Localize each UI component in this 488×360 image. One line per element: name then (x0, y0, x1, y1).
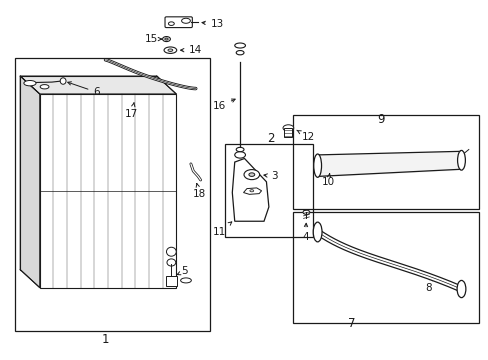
Ellipse shape (166, 259, 175, 266)
Text: 4: 4 (302, 223, 308, 242)
Text: 10: 10 (321, 174, 334, 187)
Text: 17: 17 (125, 103, 138, 119)
Ellipse shape (313, 222, 322, 242)
Text: 13: 13 (202, 19, 223, 29)
Ellipse shape (234, 152, 245, 158)
Text: 3: 3 (264, 171, 277, 181)
Ellipse shape (164, 38, 168, 40)
Ellipse shape (236, 50, 244, 55)
Text: 9: 9 (377, 113, 384, 126)
Ellipse shape (167, 49, 172, 51)
Ellipse shape (40, 85, 49, 89)
Text: 5: 5 (177, 266, 187, 276)
Ellipse shape (313, 154, 321, 177)
Bar (40, 94, 176, 288)
Text: 18: 18 (193, 184, 206, 199)
Ellipse shape (244, 170, 259, 180)
Polygon shape (243, 188, 261, 194)
Polygon shape (232, 158, 268, 221)
Ellipse shape (457, 150, 465, 170)
Ellipse shape (162, 37, 170, 41)
Polygon shape (20, 76, 40, 288)
Bar (293, 116, 478, 209)
Polygon shape (20, 76, 176, 94)
Ellipse shape (234, 43, 245, 48)
Ellipse shape (303, 210, 309, 215)
Ellipse shape (60, 78, 66, 84)
Text: 11: 11 (212, 222, 231, 237)
Ellipse shape (181, 18, 190, 23)
Ellipse shape (168, 22, 174, 26)
FancyBboxPatch shape (164, 17, 192, 28)
Ellipse shape (166, 247, 176, 256)
Bar (165, 276, 177, 286)
Text: 12: 12 (296, 130, 315, 142)
Text: 7: 7 (347, 317, 355, 330)
Text: 16: 16 (212, 99, 235, 112)
Text: 14: 14 (180, 45, 201, 55)
Text: 8: 8 (424, 277, 431, 293)
Ellipse shape (163, 47, 176, 53)
Text: 15: 15 (144, 34, 161, 44)
Bar (293, 212, 478, 323)
Ellipse shape (283, 125, 293, 131)
Bar (284, 128, 292, 137)
Ellipse shape (236, 147, 244, 152)
Ellipse shape (248, 173, 254, 176)
Text: 2: 2 (267, 132, 275, 145)
Text: 1: 1 (102, 333, 109, 346)
Ellipse shape (249, 190, 253, 192)
Ellipse shape (180, 278, 191, 283)
Ellipse shape (456, 280, 465, 298)
Text: 6: 6 (68, 82, 100, 97)
Bar (15, 58, 210, 330)
Ellipse shape (24, 81, 36, 86)
Bar (224, 144, 312, 237)
